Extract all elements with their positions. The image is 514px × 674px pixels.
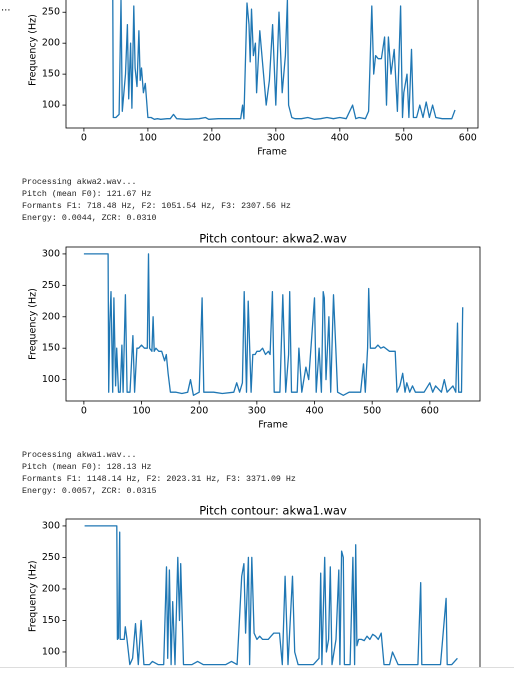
x-tick-label: 400 bbox=[305, 406, 323, 417]
x-tick-label: 600 bbox=[459, 133, 477, 144]
stdout-line: Formants F1: 718.48 Hz, F2: 1051.54 Hz, … bbox=[22, 202, 291, 211]
x-tick-label: 300 bbox=[267, 133, 285, 144]
y-tick-label: 200 bbox=[42, 38, 60, 49]
y-tick-label: 200 bbox=[42, 311, 60, 322]
chart-title: Pitch contour: akwa2.wav bbox=[199, 232, 347, 246]
x-tick-label: 0 bbox=[81, 406, 87, 417]
pitch-line bbox=[112, 0, 456, 120]
y-tick-label: 250 bbox=[42, 7, 60, 18]
y-tick-label: 100 bbox=[42, 100, 60, 111]
y-tick-label: 300 bbox=[42, 248, 60, 259]
y-axis-label: Frequency (Hz) bbox=[28, 288, 39, 360]
y-axis-label: Frequency (Hz) bbox=[28, 14, 39, 86]
y-axis-label: Frequency (Hz) bbox=[28, 560, 39, 632]
stdout-line: Energy: 0.0057, ZCR: 0.0315 bbox=[22, 487, 156, 496]
x-tick-label: 200 bbox=[190, 406, 208, 417]
stdout-line: Energy: 0.0044, ZCR: 0.0310 bbox=[22, 214, 156, 223]
y-tick-label: 300 bbox=[42, 520, 60, 531]
x-tick-label: 0 bbox=[81, 133, 87, 144]
x-tick-label: 500 bbox=[395, 133, 413, 144]
x-tick-label: 200 bbox=[203, 133, 221, 144]
x-tick-label: 400 bbox=[331, 133, 349, 144]
y-tick-label: 150 bbox=[42, 615, 60, 626]
stdout-line: Processing akwa1.wav... bbox=[22, 450, 137, 460]
y-tick-label: 150 bbox=[42, 69, 60, 80]
x-tick-label: 600 bbox=[421, 406, 439, 417]
plot-frame bbox=[65, 246, 481, 402]
stdout-line: Processing akwa2.wav... bbox=[22, 177, 137, 187]
plot-frame bbox=[65, 0, 479, 129]
chart-title: Pitch contour: akwa1.wav bbox=[199, 504, 347, 518]
stdout-line: Pitch (mean F0): 121.67 Hz bbox=[22, 189, 151, 199]
x-axis-label: Frame bbox=[258, 420, 288, 431]
x-axis-label: Frame bbox=[257, 147, 287, 158]
y-tick-label: 100 bbox=[42, 374, 60, 385]
plot-frame bbox=[65, 518, 481, 667]
stdout-line: Formants F1: 1148.14 Hz, F2: 2023.31 Hz,… bbox=[22, 475, 296, 484]
pitch-line bbox=[84, 525, 458, 666]
x-tick-label: 500 bbox=[363, 406, 381, 417]
x-tick-label: 300 bbox=[248, 406, 266, 417]
stdout-line: Pitch (mean F0): 128.13 Hz bbox=[22, 462, 151, 472]
y-tick-label: 100 bbox=[42, 646, 60, 657]
y-tick-label: 200 bbox=[42, 583, 60, 594]
y-tick-label: 250 bbox=[42, 280, 60, 291]
y-tick-label: 250 bbox=[42, 552, 60, 563]
y-tick-label: 150 bbox=[42, 343, 60, 354]
x-tick-label: 100 bbox=[132, 406, 150, 417]
output-toggle[interactable]: … bbox=[1, 3, 11, 14]
pitch-line bbox=[83, 253, 464, 396]
x-tick-label: 100 bbox=[139, 133, 157, 144]
